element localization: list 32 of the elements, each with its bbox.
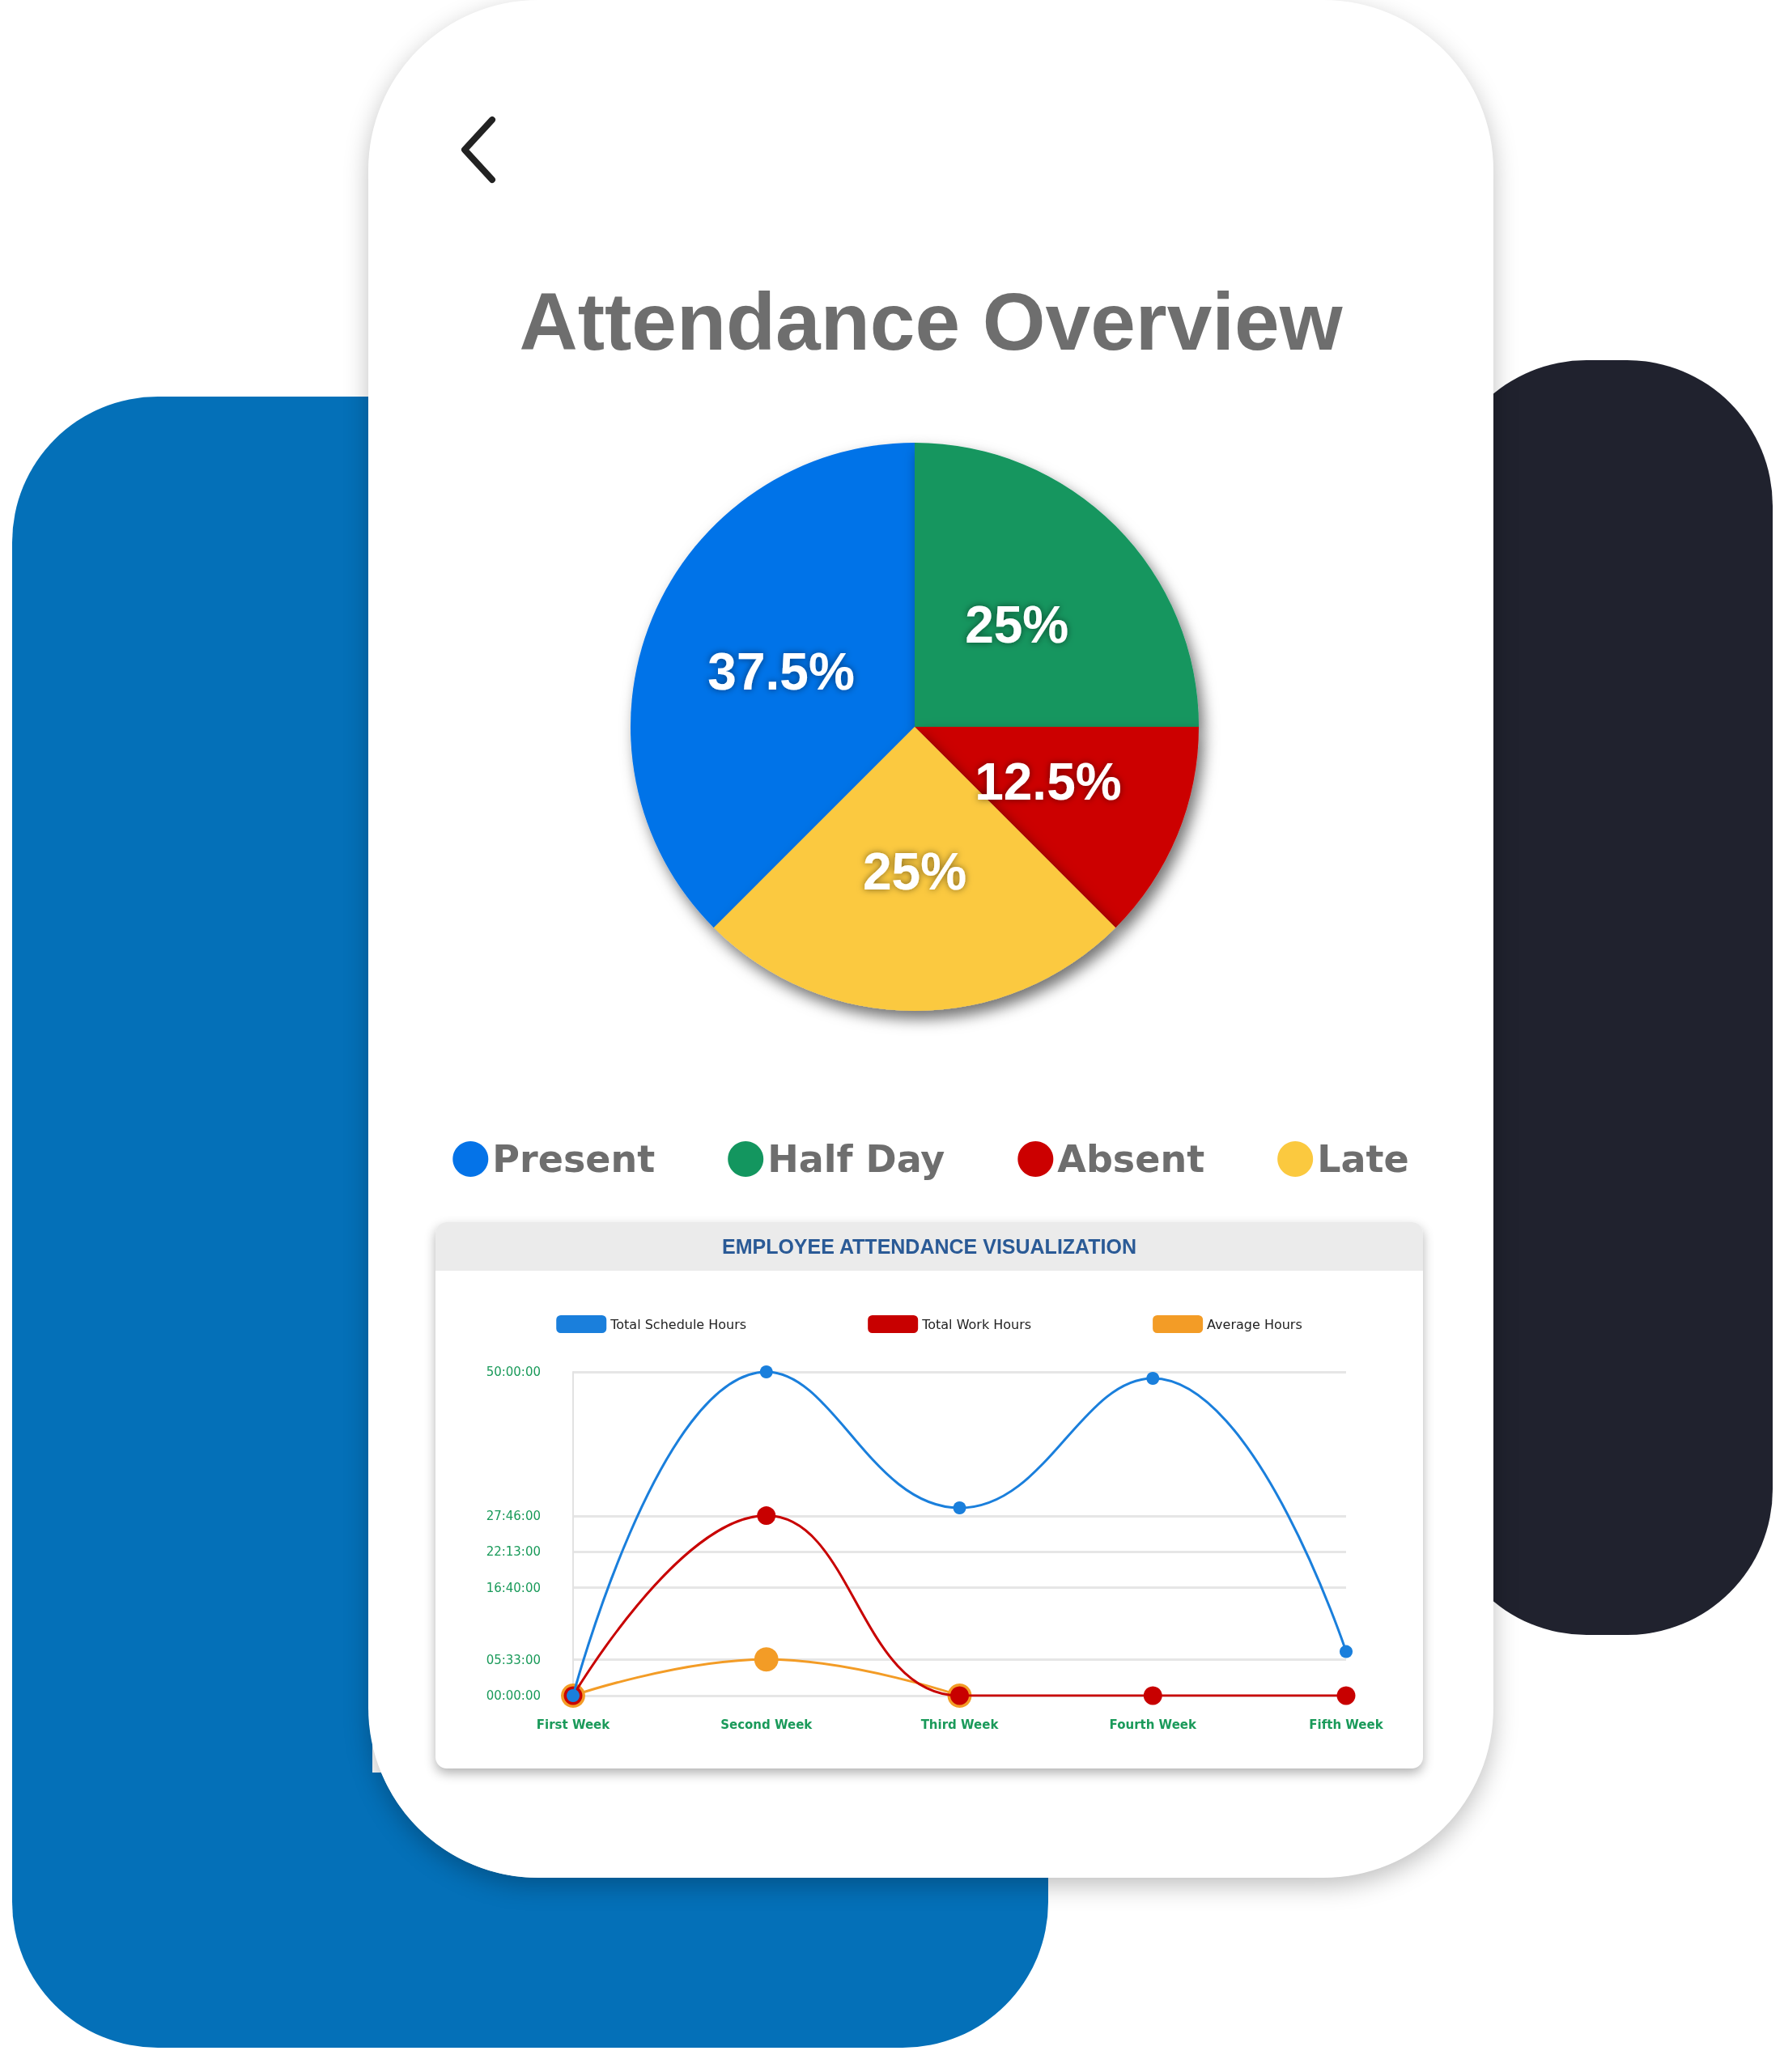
chart-title: EMPLOYEE ATTENDANCE VISUALIZATION xyxy=(435,1222,1423,1271)
point xyxy=(754,1647,779,1672)
chart-title: Attendance Overview xyxy=(518,275,1344,368)
point xyxy=(757,1506,776,1526)
data-label: 25% xyxy=(965,595,1069,654)
x-tick-label: Third Week xyxy=(920,1717,1000,1732)
legend-label: Late xyxy=(1317,1137,1409,1181)
data-label: 12.5% xyxy=(975,753,1122,812)
x-tick-label: Fourth Week xyxy=(1109,1717,1197,1732)
legend-label: Absent xyxy=(1057,1137,1205,1181)
legend-label: Total Schedule Hours xyxy=(610,1316,747,1332)
point xyxy=(1340,1645,1353,1658)
legend-label: Total Work Hours xyxy=(921,1316,1032,1332)
data-label: 25% xyxy=(862,842,967,901)
x-tick-label: First Week xyxy=(536,1717,611,1732)
data-label: 37.5% xyxy=(707,642,855,701)
point xyxy=(953,1501,966,1514)
x-tick-label: Second Week xyxy=(720,1717,813,1732)
point xyxy=(759,1365,773,1378)
y-tick-label: 05:33:00 xyxy=(486,1652,541,1667)
y-tick-label: 16:40:00 xyxy=(486,1580,541,1595)
point xyxy=(1146,1372,1160,1385)
point xyxy=(1143,1686,1162,1705)
legend-label: Present xyxy=(492,1137,656,1181)
y-tick-label: 22:13:00 xyxy=(486,1544,541,1560)
legend-label: Average Hours xyxy=(1207,1316,1302,1332)
y-tick-label: 50:00:00 xyxy=(486,1365,541,1379)
x-tick-label: Fifth Week xyxy=(1309,1717,1384,1732)
legend-label: Half Day xyxy=(767,1137,945,1181)
y-tick-label: 27:46:00 xyxy=(486,1508,541,1523)
point xyxy=(1336,1686,1356,1705)
y-tick-label: 00:00:00 xyxy=(486,1688,541,1703)
